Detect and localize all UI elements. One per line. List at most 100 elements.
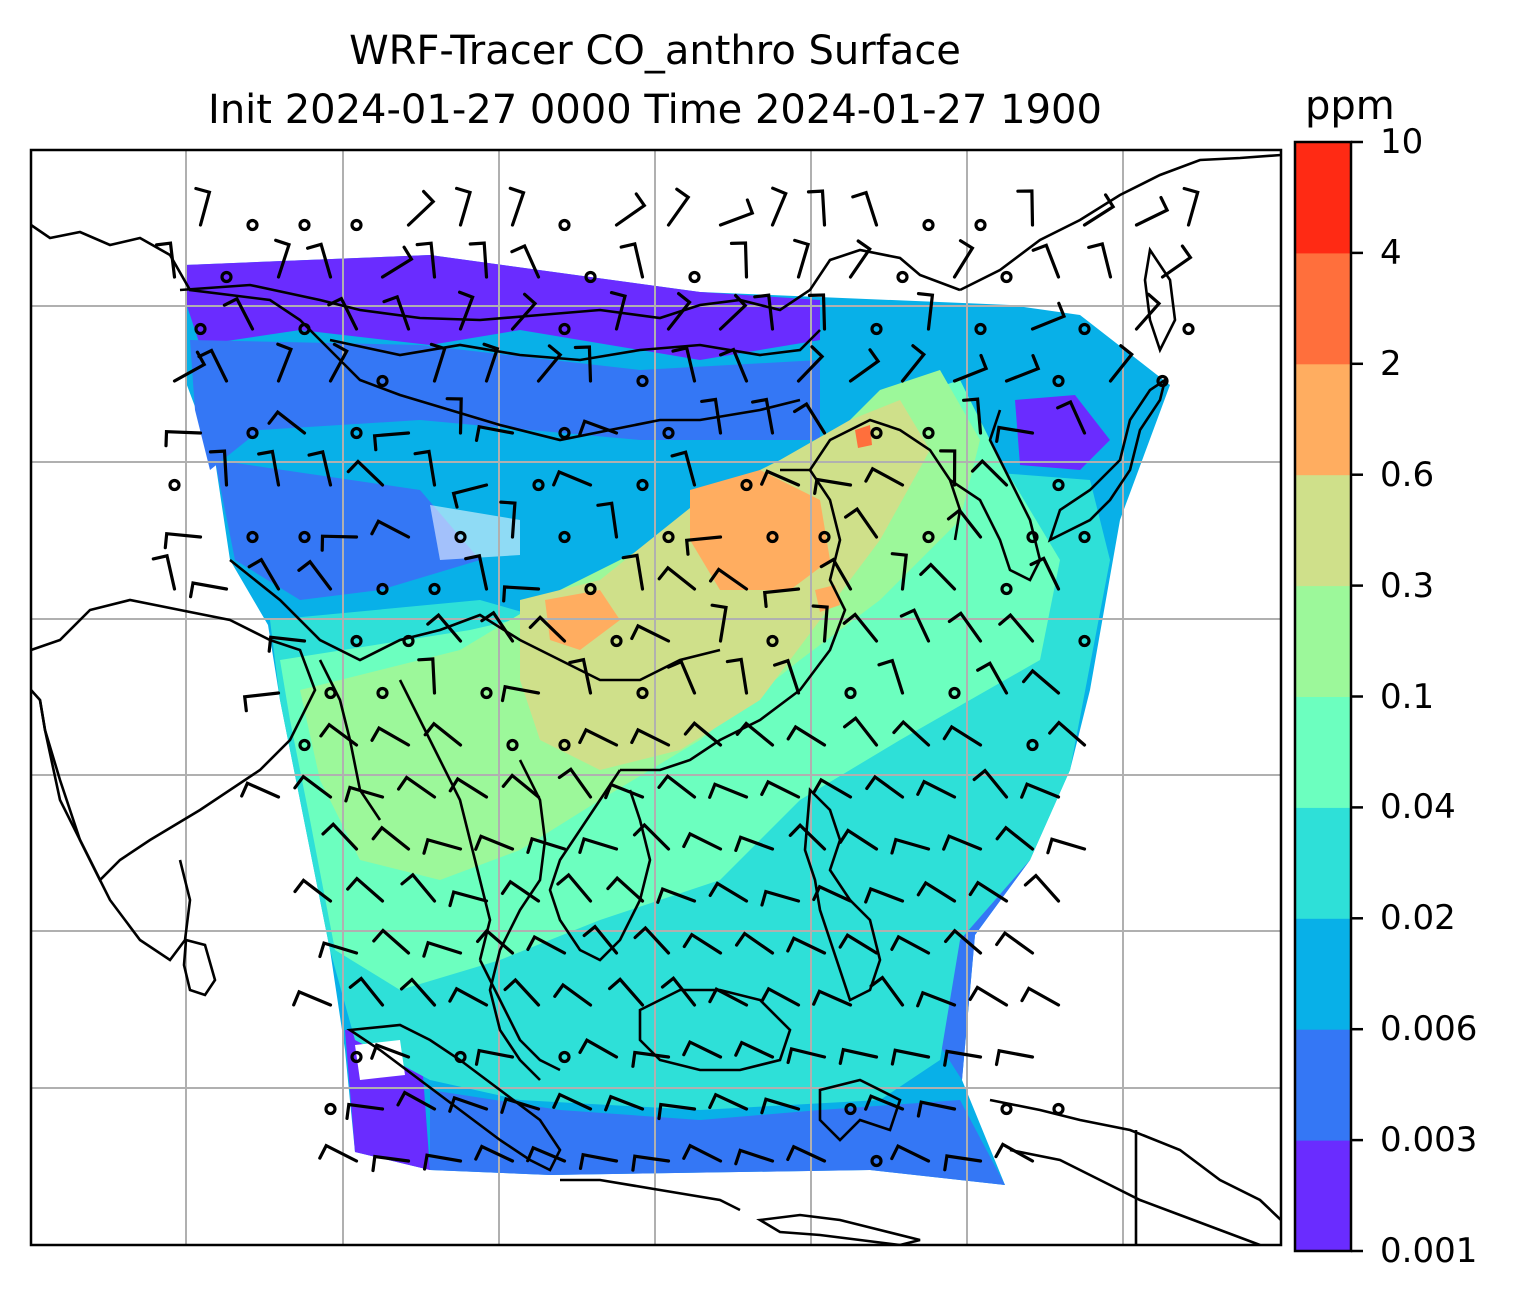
calm-marker <box>610 634 623 648</box>
coastlines-borders <box>31 153 1281 1245</box>
calm-marker <box>428 582 441 596</box>
wind-barb <box>848 348 881 383</box>
wind-barb <box>194 186 212 227</box>
wind-barb <box>346 459 385 487</box>
wind-barb <box>811 604 829 643</box>
wind-barb <box>968 880 1009 903</box>
colorbar-ticks <box>1351 140 1363 1253</box>
border-himalaya <box>229 558 721 682</box>
wind-barb <box>1056 399 1087 435</box>
calm-marker <box>298 322 311 336</box>
calm-marker <box>298 218 311 232</box>
wind-barb <box>382 294 411 331</box>
wind-barb <box>682 831 723 851</box>
wind-barb <box>892 719 931 747</box>
wind-barb <box>448 776 489 799</box>
wind-barb <box>242 691 281 713</box>
wind-barb <box>155 241 177 279</box>
field-northeast-low <box>1015 395 1110 470</box>
wind-barb <box>899 608 931 643</box>
wind-barb <box>793 238 811 279</box>
calm-marker <box>1078 634 1091 648</box>
calm-marker <box>1000 270 1013 284</box>
calm-marker <box>1078 530 1091 544</box>
calm-marker <box>168 478 181 492</box>
wind-barb <box>372 928 411 955</box>
wind-barb <box>890 552 908 591</box>
wind-barb <box>1134 196 1170 227</box>
colorbar-band-9 <box>1295 142 1351 254</box>
wind-barb <box>657 773 697 799</box>
calm-marker <box>922 426 935 440</box>
calm-marker <box>636 686 649 700</box>
wind-barb <box>684 535 723 556</box>
wind-barb <box>994 1048 1035 1067</box>
wind-barb <box>890 1048 931 1066</box>
wind-barb <box>197 348 229 383</box>
coast-newguinea-south <box>1009 1148 1261 1245</box>
wind-barb <box>276 342 293 383</box>
wind-barb <box>257 449 281 487</box>
wind-barb <box>1134 292 1162 331</box>
calm-marker <box>246 426 259 440</box>
wind-barb <box>683 721 723 747</box>
colorbar-tick-label-2: 0.006 <box>1380 1009 1478 1050</box>
wind-barb <box>633 925 671 955</box>
wind-barb <box>415 241 437 279</box>
wind-barb <box>682 1039 723 1059</box>
calm-marker <box>298 530 311 544</box>
colorbar-tick-label-4: 0.04 <box>1380 787 1456 828</box>
calm-marker <box>558 1050 571 1064</box>
wind-barb <box>916 880 957 903</box>
wind-barb <box>578 836 619 854</box>
calm-marker <box>948 686 961 700</box>
wind-barb <box>1087 242 1113 279</box>
wind-barb <box>786 1144 827 1163</box>
wind-barb <box>968 985 1009 1007</box>
wind-barb <box>848 239 872 279</box>
coast-korea <box>949 409 1042 582</box>
border-mongolia-south <box>329 329 821 362</box>
wind-barb <box>320 534 359 552</box>
calm-marker <box>1026 738 1039 752</box>
wind-barb <box>557 767 593 799</box>
wind-barb <box>770 186 788 227</box>
colorbar-band-5 <box>1295 585 1351 697</box>
wind-barb <box>952 239 975 279</box>
wind-barb <box>708 987 749 1007</box>
calm-marker <box>870 322 883 336</box>
calm-marker <box>558 322 571 336</box>
wind-barb <box>536 344 563 383</box>
colorbar-tick-label-6: 0.3 <box>1380 565 1435 606</box>
wind-barb <box>292 989 333 1007</box>
calm-marker <box>1000 1102 1013 1116</box>
wind-barb <box>1016 189 1035 227</box>
wind-barb <box>474 424 515 442</box>
wind-barb <box>293 774 333 799</box>
wind-barb <box>426 612 463 643</box>
calm-marker <box>376 374 389 388</box>
wind-barb <box>164 430 203 448</box>
wind-barb <box>500 879 541 903</box>
wind-barb <box>995 930 1035 955</box>
calm-marker <box>922 218 935 232</box>
wind-barb <box>916 990 957 1008</box>
wind-barb <box>708 881 749 903</box>
wind-barb <box>994 1142 1035 1163</box>
wind-barb <box>666 187 691 227</box>
calm-marker <box>1026 530 1039 544</box>
coast-java <box>560 1178 741 1212</box>
wind-barb <box>208 449 229 487</box>
calm-marker <box>376 582 389 596</box>
wind-barb <box>962 397 983 435</box>
wind-barb <box>631 1050 671 1068</box>
calm-marker <box>766 634 779 648</box>
wind-barb <box>345 1102 385 1120</box>
wind-barb <box>666 292 692 331</box>
wind-barb <box>500 1097 541 1114</box>
colorbar-tick-label-3: 0.02 <box>1380 898 1456 939</box>
wind-barb <box>734 835 775 852</box>
wind-barb <box>455 186 472 227</box>
wind-barb <box>786 724 827 747</box>
